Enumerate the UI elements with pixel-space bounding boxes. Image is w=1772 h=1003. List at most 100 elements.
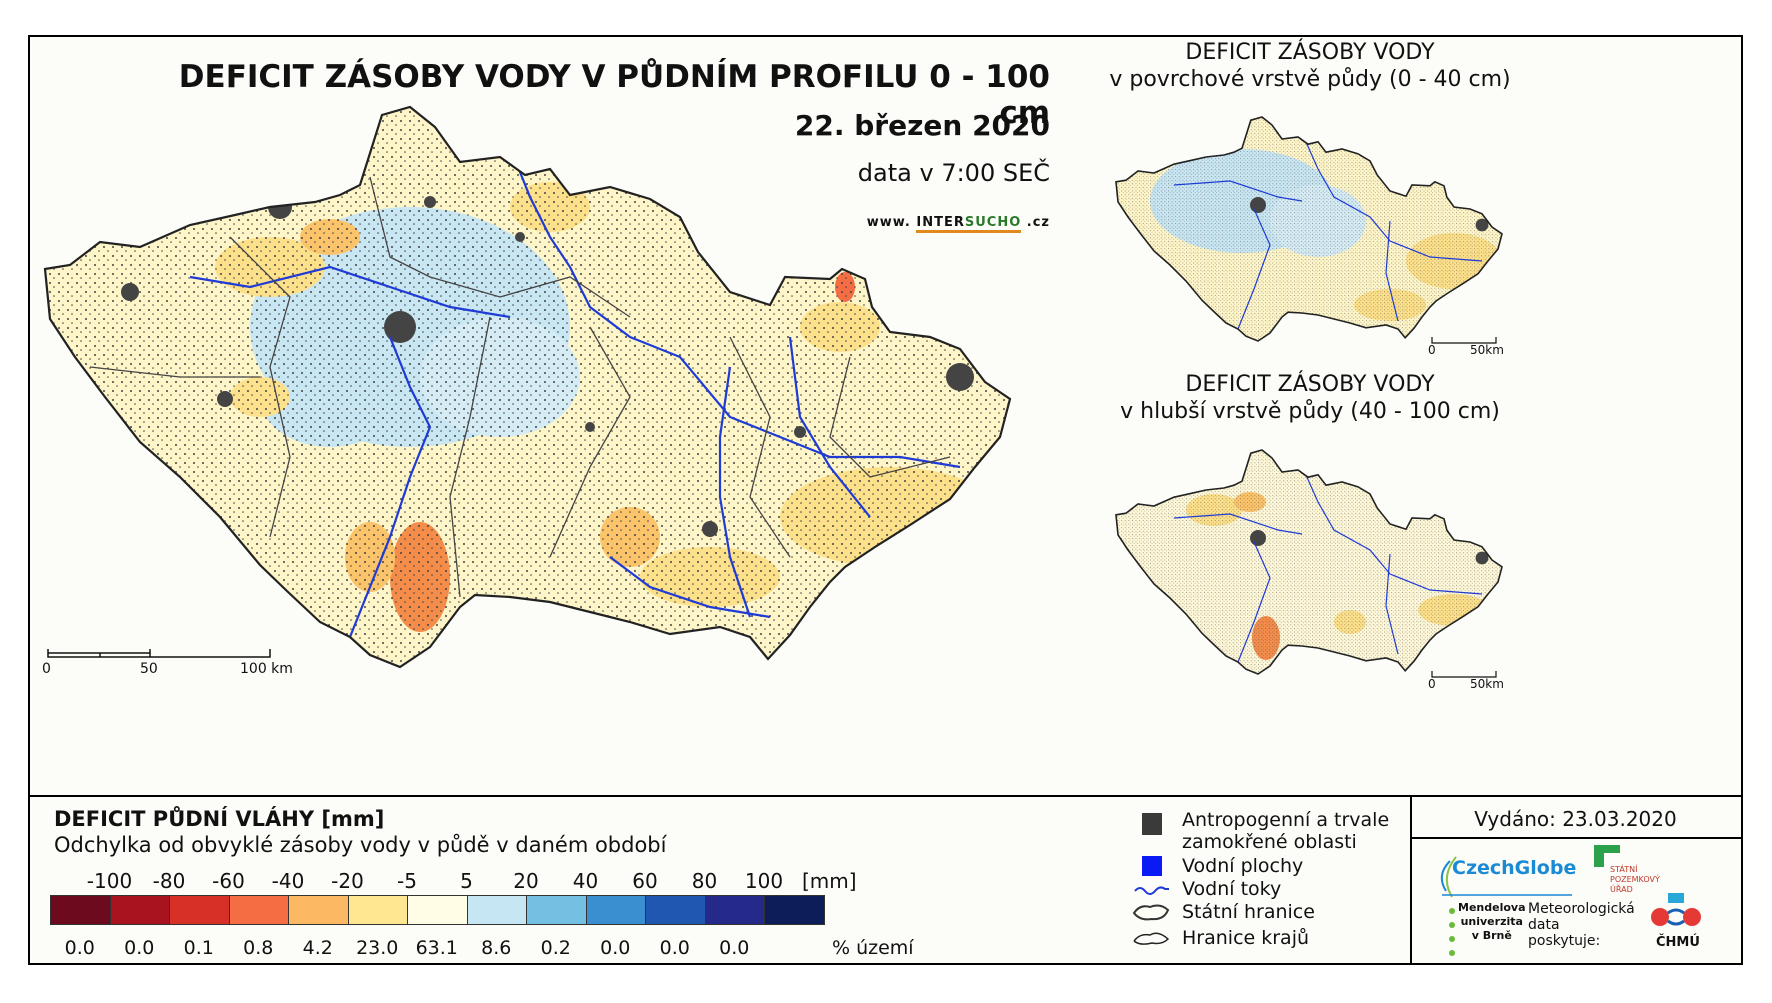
spu-text: STÁTNÍ POZEMKOVÝ ÚŘAD [1610,865,1660,895]
main-scale-label-100: 100 km [240,661,293,677]
czechglobe-logo [1440,856,1572,898]
logos-area: CzechGlobe STÁTNÍ POZEMKOVÝ ÚŘAD Mendelo… [1410,837,1741,967]
legend-swatch [526,895,587,925]
main-scale-label-50: 50 [140,661,158,677]
state-border-label: Státní hranice [1182,901,1315,923]
legend-tick: -5 [397,869,417,893]
mendelu-text: Mendelova univerzita v Brně [1458,901,1526,943]
website-label: www. INTERSUCHO .cz [760,215,1050,233]
legend-percentage: 0.0 [719,937,750,959]
legend-percentage: 0.2 [540,937,571,959]
legend-tick: 80 [691,869,718,893]
region-border-icon [1133,932,1170,945]
legend-tick: -20 [331,869,364,893]
legend-tick: 5 [460,869,473,893]
meteo-text: Meteorologická data poskytuje: [1528,901,1635,949]
website-name-b: SUCHO [964,215,1022,230]
anthropogenic-swatch [1142,813,1162,835]
website-name: INTERSUCHO [916,215,1022,233]
legend-percentage: 0.0 [659,937,690,959]
inset-surface-scale-50: 50km [1470,343,1504,357]
legend-tick: 40 [572,869,599,893]
symbol-legend: Antropogenní a trvale zamokřené oblasti … [1120,797,1412,965]
inset-deep-title-line2: v hlubší vrstvě půdy (40 - 100 cm) [1120,399,1500,424]
inset-surface-title-line1: DEFICIT ZÁSOBY VODY [1185,40,1435,65]
inset-deep-title-line1: DEFICIT ZÁSOBY VODY [1185,372,1435,397]
spu-logo [1594,845,1620,867]
legend-percentage: 8.6 [481,937,512,959]
water-bodies-label: Vodní plochy [1182,855,1304,877]
issued-date: Vydáno: 23.03.2020 [1474,807,1677,831]
inset-deep-map [1115,449,1503,675]
website-prefix: www. [866,215,911,230]
mendelu-line-2: univerzita [1460,915,1523,928]
legend-tick: 60 [632,869,658,893]
legend-subtitle: Odchylka od obvyklé zásoby vody v půdě v… [54,833,667,857]
chmu-label: ČHMÚ [1656,935,1700,950]
state-border-icon [1132,904,1170,921]
legend-swatch [645,895,706,925]
legend-percentage: 63.1 [415,937,458,959]
inset-surface-title-line2: v povrchové vrstvě půdy (0 - 40 cm) [1109,67,1511,92]
mendelu-logo [1449,908,1455,956]
legend-swatch [169,895,230,925]
main-map [43,105,1012,669]
inset-surface-map [1115,116,1503,342]
legend-swatch [764,895,825,925]
map-panel: 0 50 100 km DEFICIT ZÁSOBY VODY V PŮDNÍM… [30,37,1741,797]
website-name-a: INTER [916,215,965,230]
inset-surface-title: DEFICIT ZÁSOBY VODY v povrchové vrstvě p… [1080,39,1540,93]
spu-line-2: POZEMKOVÝ [1610,875,1660,884]
chmu-logo [1651,893,1701,926]
spu-line-3: ÚŘAD [1610,885,1633,894]
inset-deep-scale-0: 0 [1428,677,1436,691]
legend-tick: -40 [271,869,305,893]
legend-tick: -100 [86,869,133,893]
legend-swatch [704,895,765,925]
mendelu-line-3: v Brně [1471,929,1512,942]
meteo-line-2: data [1528,917,1560,933]
map-data-time: data v 7:00 SEČ [857,159,1050,187]
inset-deep-title: DEFICIT ZÁSOBY VODY v hlubší vrstvě půdy… [1080,371,1540,425]
czechglobe-label: CzechGlobe [1452,857,1577,879]
legend-percentage: 0.0 [64,937,95,959]
map-title: DEFICIT ZÁSOBY VODY V PŮDNÍM PROFILU 0 -… [178,59,1050,131]
legend-tick: -60 [212,869,245,893]
meteo-line-1: Meteorologická [1528,901,1635,917]
meteo-line-3: poskytuje: [1528,933,1601,949]
legend-percentage: 4.2 [302,937,333,959]
spu-line-1: STÁTNÍ [1610,865,1638,874]
region-border-label: Hranice krajů [1182,927,1310,949]
rivers-label: Vodní toky [1182,878,1282,900]
legend-percentage: 0.1 [183,937,214,959]
legend-swatch [50,895,111,925]
legend-percentage: 0.8 [243,937,274,959]
legend-tick: 20 [513,869,539,893]
inset-deep-scalebar [1431,671,1497,678]
deficit-legend: DEFICIT PŮDNÍ VLÁHY [mm] Odchylka od obv… [30,797,1120,965]
legend-percentage: 0.0 [600,937,631,959]
anthropogenic-label-2: zamokřené oblasti [1182,831,1357,853]
inset-surface-scale-0: 0 [1428,343,1436,357]
inset-surface-scalebar [1431,337,1497,344]
legend-swatch [109,895,170,925]
legend-percentage: 0.0 [124,937,155,959]
legend-tick: -80 [152,869,186,893]
website-suffix: .cz [1026,215,1050,230]
map-frame: 0 50 100 km DEFICIT ZÁSOBY VODY V PŮDNÍM… [28,35,1743,965]
inset-deep-scale-50: 50km [1470,677,1504,691]
legend-percent-unit: % území [832,937,914,959]
river-line-icon [1134,886,1169,895]
mendelu-line-1: Mendelova [1458,901,1526,914]
legend-swatch [585,895,646,925]
legend-unit: [mm] [802,869,857,893]
legend-tick: 100 [744,869,784,893]
legend-swatch [407,895,468,925]
anthropogenic-label-1: Antropogenní a trvale [1182,809,1390,831]
legend-swatch [288,895,349,925]
main-scale-label-0: 0 [42,661,51,677]
legend-percentage: 23.0 [356,937,399,959]
legend-swatch [466,895,527,925]
credits-panel: Vydáno: 23.03.2020 CzechGlobe STÁTNÍ POZ… [1410,797,1741,965]
map-date: 22. březen 2020 [794,109,1050,142]
